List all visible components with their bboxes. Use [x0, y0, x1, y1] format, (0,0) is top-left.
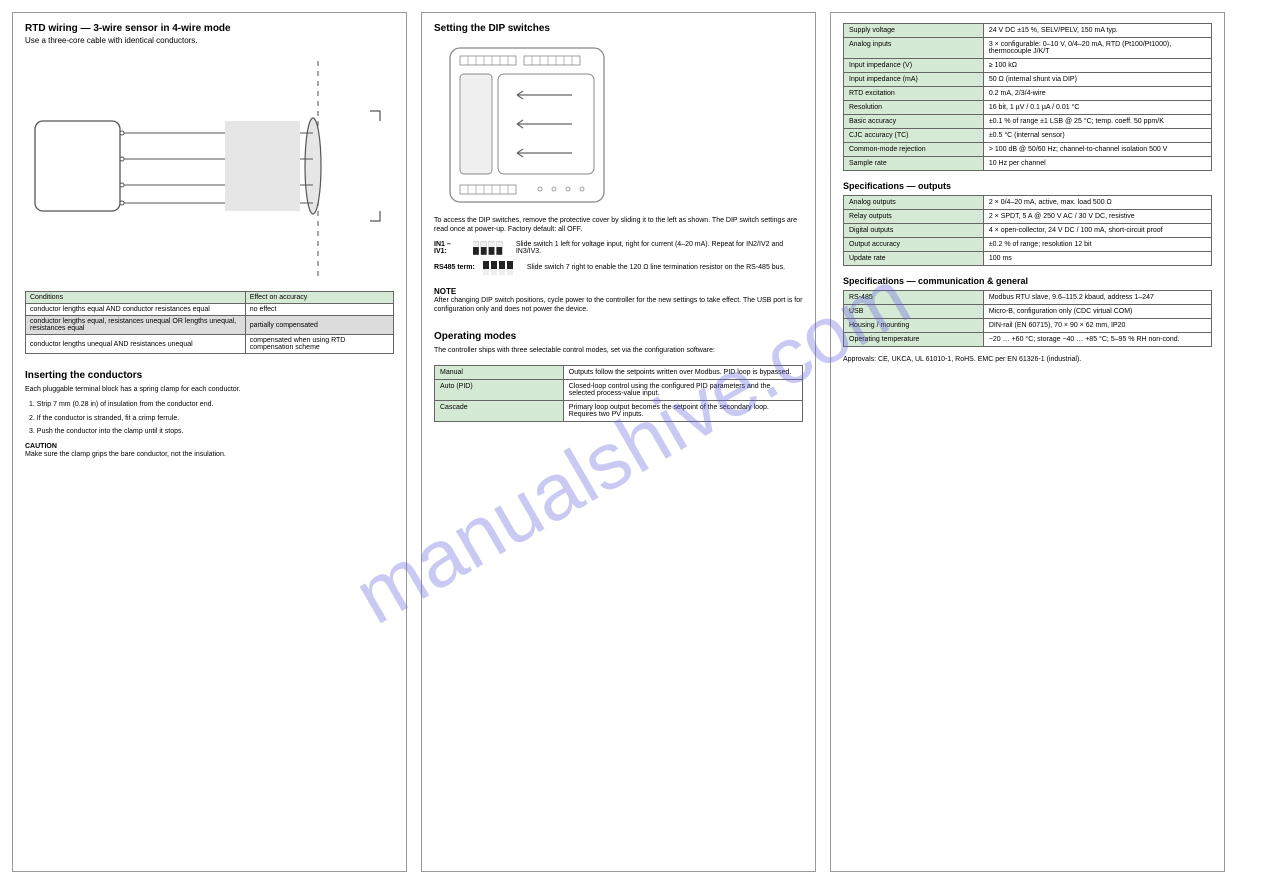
table-cell: conductor lengths unequal AND resistance… — [26, 335, 246, 354]
dip-row-term: RS485 term: Slide switch 7 right to enab… — [434, 261, 803, 275]
table-cell: Supply voltage — [844, 24, 984, 38]
note-title: NOTE — [434, 287, 803, 296]
table-cell: compensated when using RTD compensation … — [245, 335, 393, 354]
note-box: NOTE After changing DIP switch positions… — [434, 287, 803, 315]
dip-icon — [473, 241, 508, 255]
table-cell: Micro-B, configuration only (CDC virtual… — [983, 305, 1211, 319]
table-cell: Sample rate — [844, 157, 984, 171]
table-cell: Operating temperature — [844, 333, 984, 347]
note-body: After changing DIP switch positions, cyc… — [434, 296, 803, 315]
table-cell: Update rate — [844, 252, 984, 266]
column-2: Setting the DIP switches — [421, 12, 816, 872]
table-cell: no effect — [245, 304, 393, 316]
table-cell: ±0.1 % of range ±1 LSB @ 25 °C; temp. co… — [983, 115, 1211, 129]
dip-row-iv: IN1 – IV1: Slide switch 1 left for volta… — [434, 241, 803, 255]
col1-section2-intro: Each pluggable terminal block has a spri… — [25, 385, 394, 394]
spec-comm-title: Specifications — communication & general — [843, 276, 1212, 286]
col2-intro: To access the DIP switches, remove the p… — [434, 216, 803, 235]
step: 2. If the conductor is stranded, fit a c… — [29, 414, 394, 423]
column-1: RTD wiring — 3-wire sensor in 4-wire mod… — [12, 12, 407, 872]
table-cell: 3 × configurable: 0–10 V, 0/4–20 mA, RTD… — [983, 38, 1211, 59]
table-cell: Input impedance (mA) — [844, 73, 984, 87]
table-cell: Housing / mounting — [844, 319, 984, 333]
table-cell: 16 bit, 1 µV / 0.1 µA / 0.01 °C — [983, 101, 1211, 115]
spec-outputs-table: Analog outputs2 × 0/4–20 mA, active, max… — [843, 195, 1212, 266]
accuracy-table: Conditions Effect on accuracy conductor … — [25, 291, 394, 354]
col1-subheading: Use a three-core cable with identical co… — [25, 36, 394, 45]
table-cell: ±0.2 % of range; resolution 12 bit — [983, 238, 1211, 252]
table-cell: > 100 dB @ 50/60 Hz; channel-to-channel … — [983, 143, 1211, 157]
spec-inputs-table: Supply voltage24 V DC ±15 %, SELV/PELV, … — [843, 23, 1212, 171]
table-cell: 24 V DC ±15 %, SELV/PELV, 150 mA typ. — [983, 24, 1211, 38]
table-cell: 50 Ω (internal shunt via DIP) — [983, 73, 1211, 87]
step: 3. Push the conductor into the clamp unt… — [29, 427, 394, 436]
col1-section2-title: Inserting the conductors — [25, 370, 394, 381]
table-cell: 10 Hz per channel — [983, 157, 1211, 171]
table-cell: Modbus RTU slave, 9.6–115.2 kbaud, addre… — [983, 291, 1211, 305]
table-cell: Manual — [435, 366, 564, 380]
table-cell: Outputs follow the setpoints written ove… — [563, 366, 802, 380]
table-cell: Digital outputs — [844, 224, 984, 238]
table-cell: Analog outputs — [844, 196, 984, 210]
table-cell: 2 × 0/4–20 mA, active, max. load 500 Ω — [983, 196, 1211, 210]
table-cell: DIN-rail (EN 60715), 70 × 90 × 62 mm, IP… — [983, 319, 1211, 333]
table-cell: −20 … +60 °C; storage −40 … +85 °C; 5–95… — [983, 333, 1211, 347]
table-cell: 0.2 mA, 2/3/4-wire — [983, 87, 1211, 101]
table-cell: Relay outputs — [844, 210, 984, 224]
table-cell: Resolution — [844, 101, 984, 115]
table-cell: ≥ 100 kΩ — [983, 59, 1211, 73]
col1-heading: RTD wiring — 3-wire sensor in 4-wire mod… — [25, 23, 394, 34]
table-cell: Closed-loop control using the configured… — [563, 380, 802, 401]
modes-table: ManualOutputs follow the setpoints writt… — [434, 365, 803, 422]
modes-title: Operating modes — [434, 331, 803, 342]
table-cell: 2 × SPDT, 5 A @ 250 V AC / 30 V DC, resi… — [983, 210, 1211, 224]
table-header: Conditions — [26, 292, 246, 304]
caution-text: Make sure the clamp grips the bare condu… — [25, 450, 394, 459]
table-cell: Auto (PID) — [435, 380, 564, 401]
table-cell: Primary loop output becomes the setpoint… — [563, 401, 802, 422]
table-cell: conductor lengths equal, resistances une… — [26, 316, 246, 335]
table-cell: Common-mode rejection — [844, 143, 984, 157]
dip-text: Slide switch 1 left for voltage input, r… — [516, 241, 803, 255]
table-cell: Basic accuracy — [844, 115, 984, 129]
modes-intro: The controller ships with three selectab… — [434, 346, 803, 355]
dip-icon — [483, 261, 519, 275]
rtd-schematic — [25, 51, 385, 281]
table-cell: 4 × open-collector, 24 V DC / 100 mA, sh… — [983, 224, 1211, 238]
spec-comm-table: RS-485Modbus RTU slave, 9.6–115.2 kbaud,… — [843, 290, 1212, 347]
approvals-text: Approvals: CE, UKCA, UL 61010-1, RoHS. E… — [843, 355, 1212, 364]
table-cell: conductor lengths equal AND conductor re… — [26, 304, 246, 316]
table-cell: RS-485 — [844, 291, 984, 305]
table-cell: CJC accuracy (TC) — [844, 129, 984, 143]
table-cell: 100 ms — [983, 252, 1211, 266]
column-3: Supply voltage24 V DC ±15 %, SELV/PELV, … — [830, 12, 1225, 872]
table-cell: RTD excitation — [844, 87, 984, 101]
table-cell: Output accuracy — [844, 238, 984, 252]
device-diagram — [442, 40, 612, 210]
table-cell: Input impedance (V) — [844, 59, 984, 73]
table-cell: partially compensated — [245, 316, 393, 335]
dip-text: Slide switch 7 right to enable the 120 Ω… — [527, 264, 785, 271]
col2-title: Setting the DIP switches — [434, 23, 803, 34]
step: 1. Strip 7 mm (0.28 in) of insulation fr… — [29, 400, 394, 409]
table-cell: ±0.5 °C (internal sensor) — [983, 129, 1211, 143]
spec-outputs-title: Specifications — outputs — [843, 181, 1212, 191]
table-header: Effect on accuracy — [245, 292, 393, 304]
dip-label: IN1 – IV1: — [434, 241, 465, 255]
table-cell: USB — [844, 305, 984, 319]
caution-label: CAUTION — [25, 443, 394, 450]
table-cell: Cascade — [435, 401, 564, 422]
table-cell: Analog inputs — [844, 38, 984, 59]
dip-label: RS485 term: — [434, 264, 475, 271]
